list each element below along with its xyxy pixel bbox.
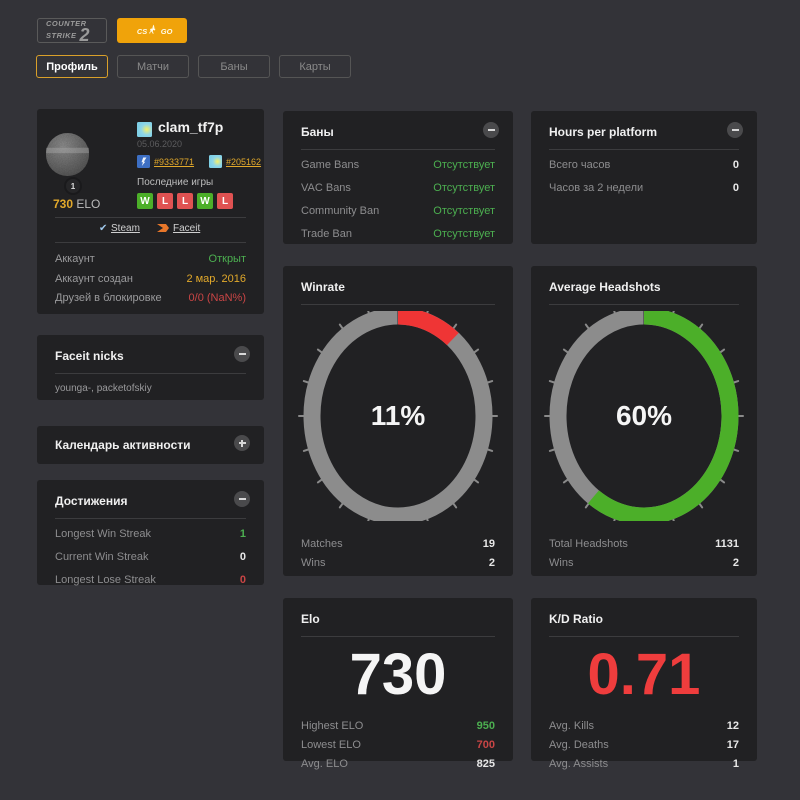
svg-text:GO: GO — [161, 27, 173, 36]
svg-text:CS: CS — [137, 27, 147, 36]
